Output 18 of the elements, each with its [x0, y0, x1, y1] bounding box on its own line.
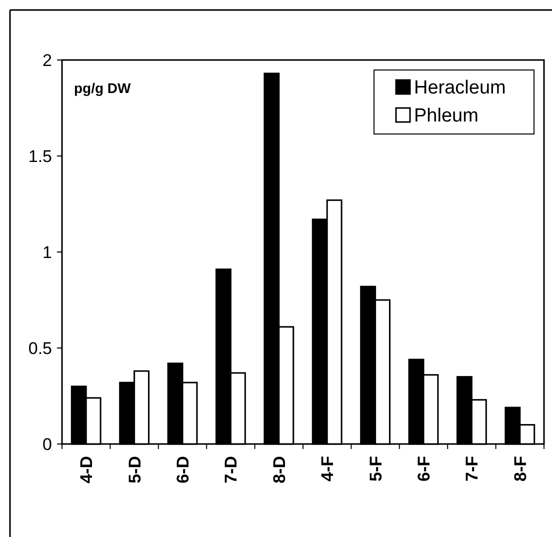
x-tick-label: 6-D: [173, 456, 192, 484]
y-tick-label: 0.5: [28, 338, 52, 358]
x-tick-label: 7-D: [222, 456, 241, 484]
legend-label: Heracleum: [414, 78, 506, 99]
y-tick-label: 0: [42, 434, 52, 454]
x-tick-label: 4-D: [77, 456, 96, 484]
annotation: pg/g DW: [74, 80, 132, 96]
x-tick-label: 8-F: [510, 456, 530, 482]
x-tick-label: 5-D: [125, 456, 144, 484]
x-tick-label: 6-F: [414, 456, 434, 482]
legend-label: Phleum: [414, 106, 478, 127]
x-tick-label: 4-F: [318, 456, 338, 482]
x-tick-label: 8-D: [270, 456, 289, 484]
y-tick-label: 2: [42, 50, 52, 70]
y-tick-label: 1.5: [28, 146, 52, 166]
x-tick-label: 5-F: [366, 456, 386, 482]
x-tick-label: 7-F: [462, 456, 482, 482]
y-tick-label: 1: [42, 242, 52, 262]
